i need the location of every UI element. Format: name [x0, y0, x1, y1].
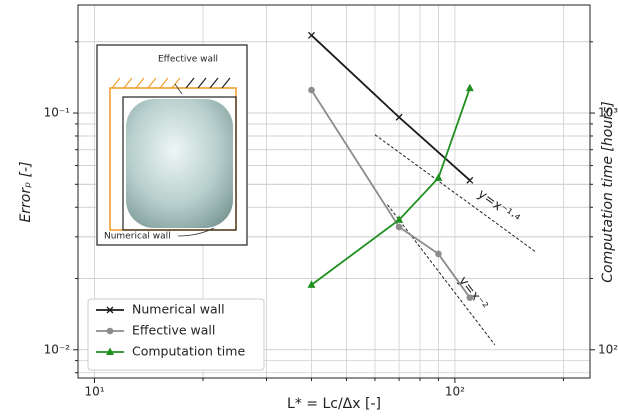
y-tick-label: 10²: [598, 342, 618, 356]
marker: [434, 173, 443, 181]
marker: [466, 176, 474, 184]
legend-marker: [106, 347, 114, 355]
marker: [395, 223, 403, 231]
marker: [308, 31, 315, 39]
y-tick-label: 10⁻²: [44, 342, 71, 356]
inset-arrow: [177, 227, 215, 237]
marker: [308, 86, 315, 94]
y-axis-label: Errorₚ [-]: [18, 161, 34, 222]
inset-hatch: [111, 77, 181, 89]
inset-hatch: [185, 77, 231, 89]
y2-axis-label: Computation time [hours]: [600, 101, 616, 282]
legend-label: Computation time: [132, 344, 245, 359]
legend-box: [87, 298, 265, 371]
legend-marker: [106, 306, 114, 314]
guide-label: y=x⁻¹·⁴: [475, 187, 522, 227]
x-tick-label: 10¹: [84, 385, 104, 399]
marker: [307, 280, 316, 288]
marker: [466, 294, 474, 301]
inset: Effective wall Numerical wall: [96, 44, 248, 246]
series-line: [310, 89, 471, 299]
legend-label: Effective wall: [132, 323, 215, 338]
legend-label: Numerical wall: [132, 302, 225, 317]
inset-label: Numerical wall: [104, 232, 171, 242]
plot-frame: [77, 4, 591, 379]
marker: [395, 113, 403, 121]
y-tick-label: 10³: [598, 106, 618, 120]
series-line: [310, 87, 471, 286]
x-axis-label: L* = Lc/Δx [-]: [287, 396, 381, 412]
legend-marker: [106, 327, 114, 335]
marker: [435, 250, 442, 258]
marker: [465, 83, 474, 92]
marker: [395, 215, 404, 223]
x-tick-label: 10²: [445, 385, 465, 399]
inset-droplet: [126, 99, 233, 228]
guide-line: [387, 204, 496, 346]
inset-label: Effective wall: [158, 55, 218, 65]
guide-line: [374, 134, 536, 252]
inset-numerical-wall: [122, 96, 237, 231]
inset-arrow: [174, 83, 183, 95]
guide-label: y=x⁻²: [455, 274, 490, 314]
y-tick-label: 10⁻¹: [44, 106, 71, 120]
